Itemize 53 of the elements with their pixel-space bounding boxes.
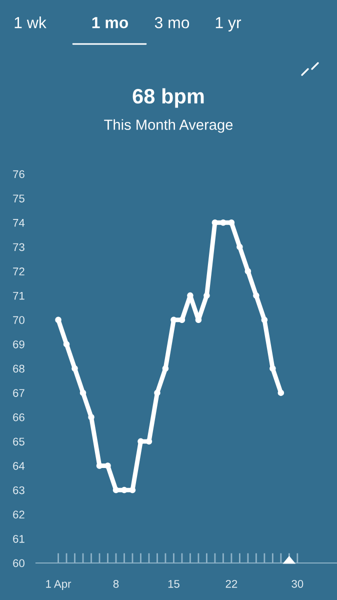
point [55, 316, 62, 323]
point [138, 438, 144, 445]
y-tick-label: 76 [13, 170, 24, 178]
point [154, 390, 160, 396]
y-tick-label: 74 [13, 219, 25, 227]
y-tick-label: 67 [13, 389, 24, 397]
y-tick-label: 75 [13, 194, 24, 202]
point [129, 486, 136, 494]
y-tick-label: 69 [13, 340, 24, 348]
x-tick-label: 22 [226, 580, 238, 588]
point [212, 220, 218, 226]
point [270, 365, 276, 372]
y-tick-label: 68 [13, 364, 24, 373]
text: 3 mo [154, 16, 190, 28]
point [244, 268, 252, 274]
x-tick-label: 30 [292, 580, 304, 588]
point [253, 292, 260, 299]
line-series [55, 220, 284, 494]
x-tick-label: 15 [168, 580, 180, 588]
point [96, 462, 103, 469]
y-tick-label: 65 [13, 438, 24, 446]
x-tick-label: 8 [113, 580, 119, 588]
y-tick-label: 60 [13, 559, 24, 568]
y-tick-label: 72 [13, 268, 24, 276]
chart-title: 68 bpm [132, 88, 204, 108]
point [178, 316, 186, 323]
y-tick-label: 63 [13, 486, 24, 494]
text: 1 yr [216, 17, 242, 32]
point [204, 292, 210, 299]
point [80, 390, 86, 396]
point [72, 365, 78, 372]
point [121, 486, 128, 494]
chart-subtitle: This Month Average [104, 119, 233, 133]
y-tick-label: 62 [13, 510, 24, 519]
x-tick-label: 1 Apr [46, 580, 72, 590]
y-tick-label: 73 [13, 243, 24, 252]
text: 1 mo [92, 17, 128, 28]
y-tick-label: 64 [13, 462, 25, 470]
point [112, 486, 120, 494]
y-tick-label: 71 [13, 292, 24, 300]
point [236, 244, 243, 250]
point [162, 365, 169, 372]
point [170, 316, 177, 323]
y-tick-label: 66 [13, 413, 24, 422]
point [261, 316, 268, 323]
y-tick-label: 61 [13, 534, 24, 543]
point [63, 341, 70, 348]
point [228, 220, 235, 226]
point [88, 414, 94, 420]
point [278, 390, 284, 396]
text: 1 wk [14, 16, 46, 28]
point [146, 438, 152, 445]
y-tick-label: 70 [13, 316, 24, 324]
